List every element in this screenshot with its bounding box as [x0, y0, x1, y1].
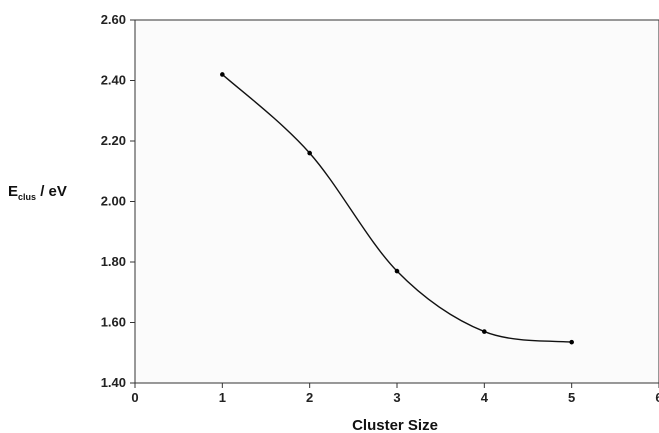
x-tick-label: 3 [393, 390, 400, 405]
x-axis-title: Cluster Size [352, 417, 438, 433]
x-tick-label: 1 [219, 390, 226, 405]
data-markers [220, 72, 574, 345]
data-point [307, 150, 312, 156]
y-axis-title-subscript: clus [18, 192, 36, 202]
data-point [394, 268, 400, 274]
x-tick-label: 0 [131, 390, 138, 405]
y-axis: 1.40 1.60 1.80 2.00 2.20 2.40 2.60 [101, 12, 135, 390]
y-tick-label: 2.20 [101, 133, 126, 148]
y-tick-label: 2.40 [101, 73, 126, 88]
y-axis-title: Eclus / eV [8, 183, 67, 202]
y-tick-label: 2.00 [101, 194, 126, 209]
data-point [482, 329, 487, 334]
plot-area [134, 19, 659, 384]
x-axis: 0 1 2 3 4 5 6 [131, 383, 659, 405]
y-tick-label: 1.60 [101, 315, 126, 330]
x-tick-label: 4 [481, 390, 489, 405]
y-tick-label: 1.80 [101, 254, 126, 269]
x-tick-label: 2 [306, 390, 313, 405]
x-tick-label: 6 [655, 390, 659, 405]
data-point [220, 72, 225, 77]
y-tick-label: 1.40 [101, 375, 126, 390]
y-axis-title-suffix: / eV [36, 183, 67, 200]
data-point [569, 339, 574, 345]
x-tick-label: 5 [568, 390, 575, 405]
y-axis-title-main: E [8, 183, 18, 200]
series-line [221, 73, 572, 343]
y-tick-label: 2.60 [101, 12, 126, 27]
